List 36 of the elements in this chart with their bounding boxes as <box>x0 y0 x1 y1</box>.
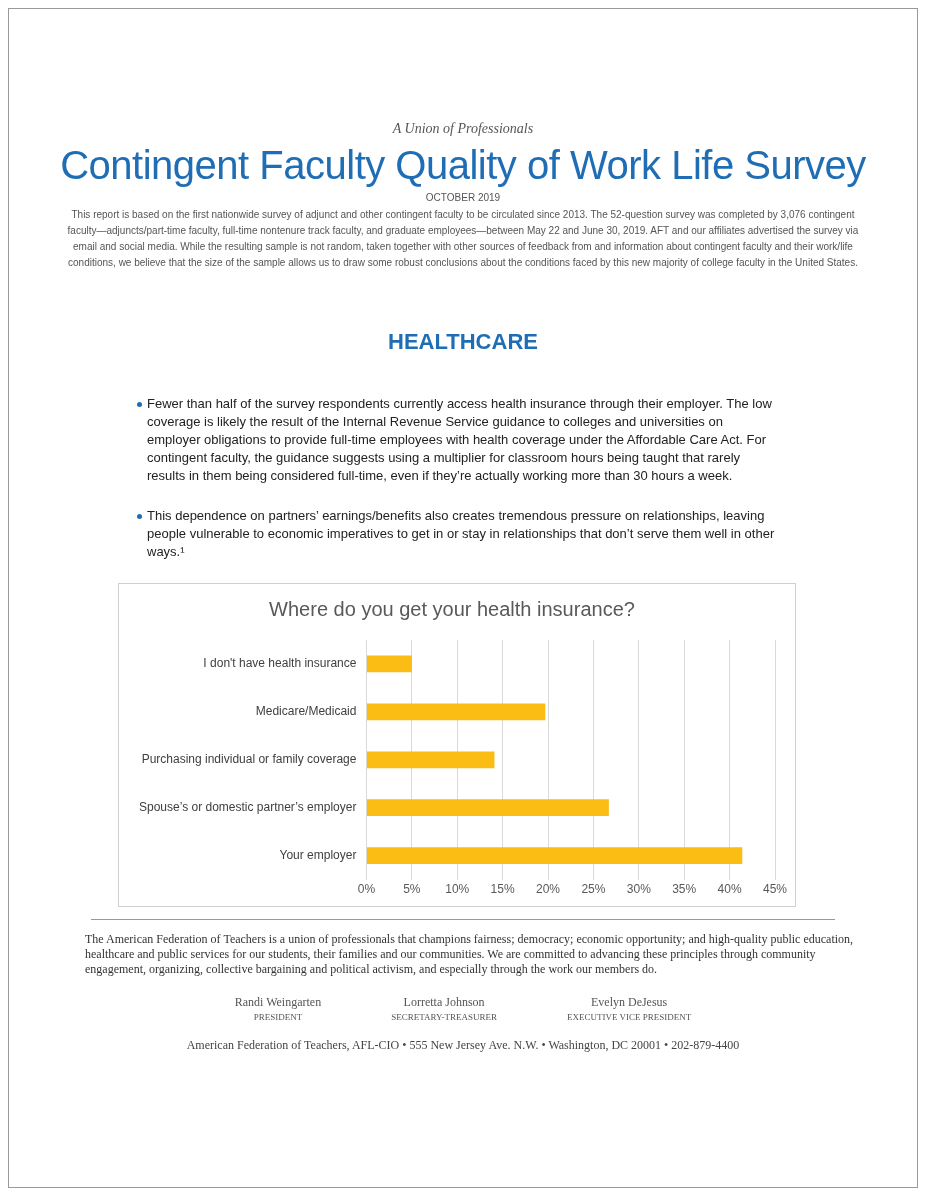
text: Evelyn DeJesus <box>589 995 669 1010</box>
text: American Federation of Teachers, AFL-CIO • 555 New Jersey Ave. N.W. • Washington, DC 20001 • 202-879-4400 <box>185 1038 741 1053</box>
text: SECRETARY-TREASURER <box>391 1012 497 1022</box>
text: This dependence on partners’ earnings/benefits also creates tremendous pressure on relationships, leaving people vulnerable to economic imperatives to get in or stay in relationships that don’t serve them well in other ways.¹ <box>147 507 776 561</box>
y-tick-label: I don't have health insurance <box>203 656 357 671</box>
text: HEALTHCARE <box>387 329 539 355</box>
text: A Union of Professionals <box>391 121 535 137</box>
bar <box>366 751 495 769</box>
bar <box>366 703 546 721</box>
x-tick-label: 30% <box>626 882 652 897</box>
bar <box>366 847 743 865</box>
text: The American Federation of Teachers is a union of professionals that champions fairness; democracy; economic opportunity; and high-quality public education, healthcare and public services for our students, their families and our communities. We are committed to advancing these principles through community engagement, organizing, collective bargaining and political activism, and especially through the work our members do. <box>85 932 855 977</box>
text: OCTOBER 2019 <box>424 192 502 203</box>
text: Lorretta Johnson <box>402 995 486 1010</box>
x-tick-label: 20% <box>536 882 561 897</box>
x-tick-label: 10% <box>445 882 470 897</box>
x-tick-label: 45% <box>762 882 788 897</box>
x-tick-label: 0% <box>357 882 376 897</box>
x-tick-label: 15% <box>490 882 515 897</box>
chart-title: Where do you get your health insurance? <box>269 597 635 620</box>
text: Randi Weingarten <box>234 995 322 1010</box>
bar <box>366 799 609 817</box>
x-tick-label: 35% <box>672 882 697 897</box>
y-tick-label: Spouse’s or domestic partner’s employer <box>138 800 357 815</box>
y-tick-label: Purchasing individual or family coverage <box>141 752 357 767</box>
y-tick-label: Your employer <box>279 847 357 862</box>
x-tick-label: 40% <box>717 882 742 897</box>
text: PRESIDENT <box>252 1012 304 1022</box>
x-tick-label: 5% <box>403 882 421 897</box>
text: Fewer than half of the survey respondents currently access health insurance through their employer. The low coverage is likely the result of the Internal Revenue Service guidance to colleges and universities on employer obligations to provide full-time employees with health coverage under the Affordable Care Act. For contingent faculty, the guidance suggests using a multiplier for classroom hours being taught that rarely results in them being considered full-time, even if they’re actually working more than 30 hours a week. <box>147 395 773 485</box>
text: EXECUTIVE VICE PRESIDENT <box>566 1012 692 1022</box>
text: This report is based on the first nationwide survey of adjunct and other contingent faculty to be circulated since 2013. The 52-question survey was completed by 3,076 contingent faculty—adjuncts/part-time faculty, full-time nontenure track faculty, and graduate employees—between May 22 and June 30, 2019. AFT and our affiliates advertised the survey via email and social media. While the resulting sample is not random, taken together with other sources of feedback from and information about contingent faculty and their work/life conditions, we believe that the size of the sample allows us to draw some robust conclusions about the conditions faced by this new majority of college faculty in the United States. <box>66 208 860 270</box>
y-tick-label: Medicare/Medicaid <box>255 704 357 719</box>
bar <box>366 655 412 673</box>
text: Contingent Faculty Quality of Work Life Survey <box>59 143 867 188</box>
x-tick-label: 25% <box>581 882 606 897</box>
